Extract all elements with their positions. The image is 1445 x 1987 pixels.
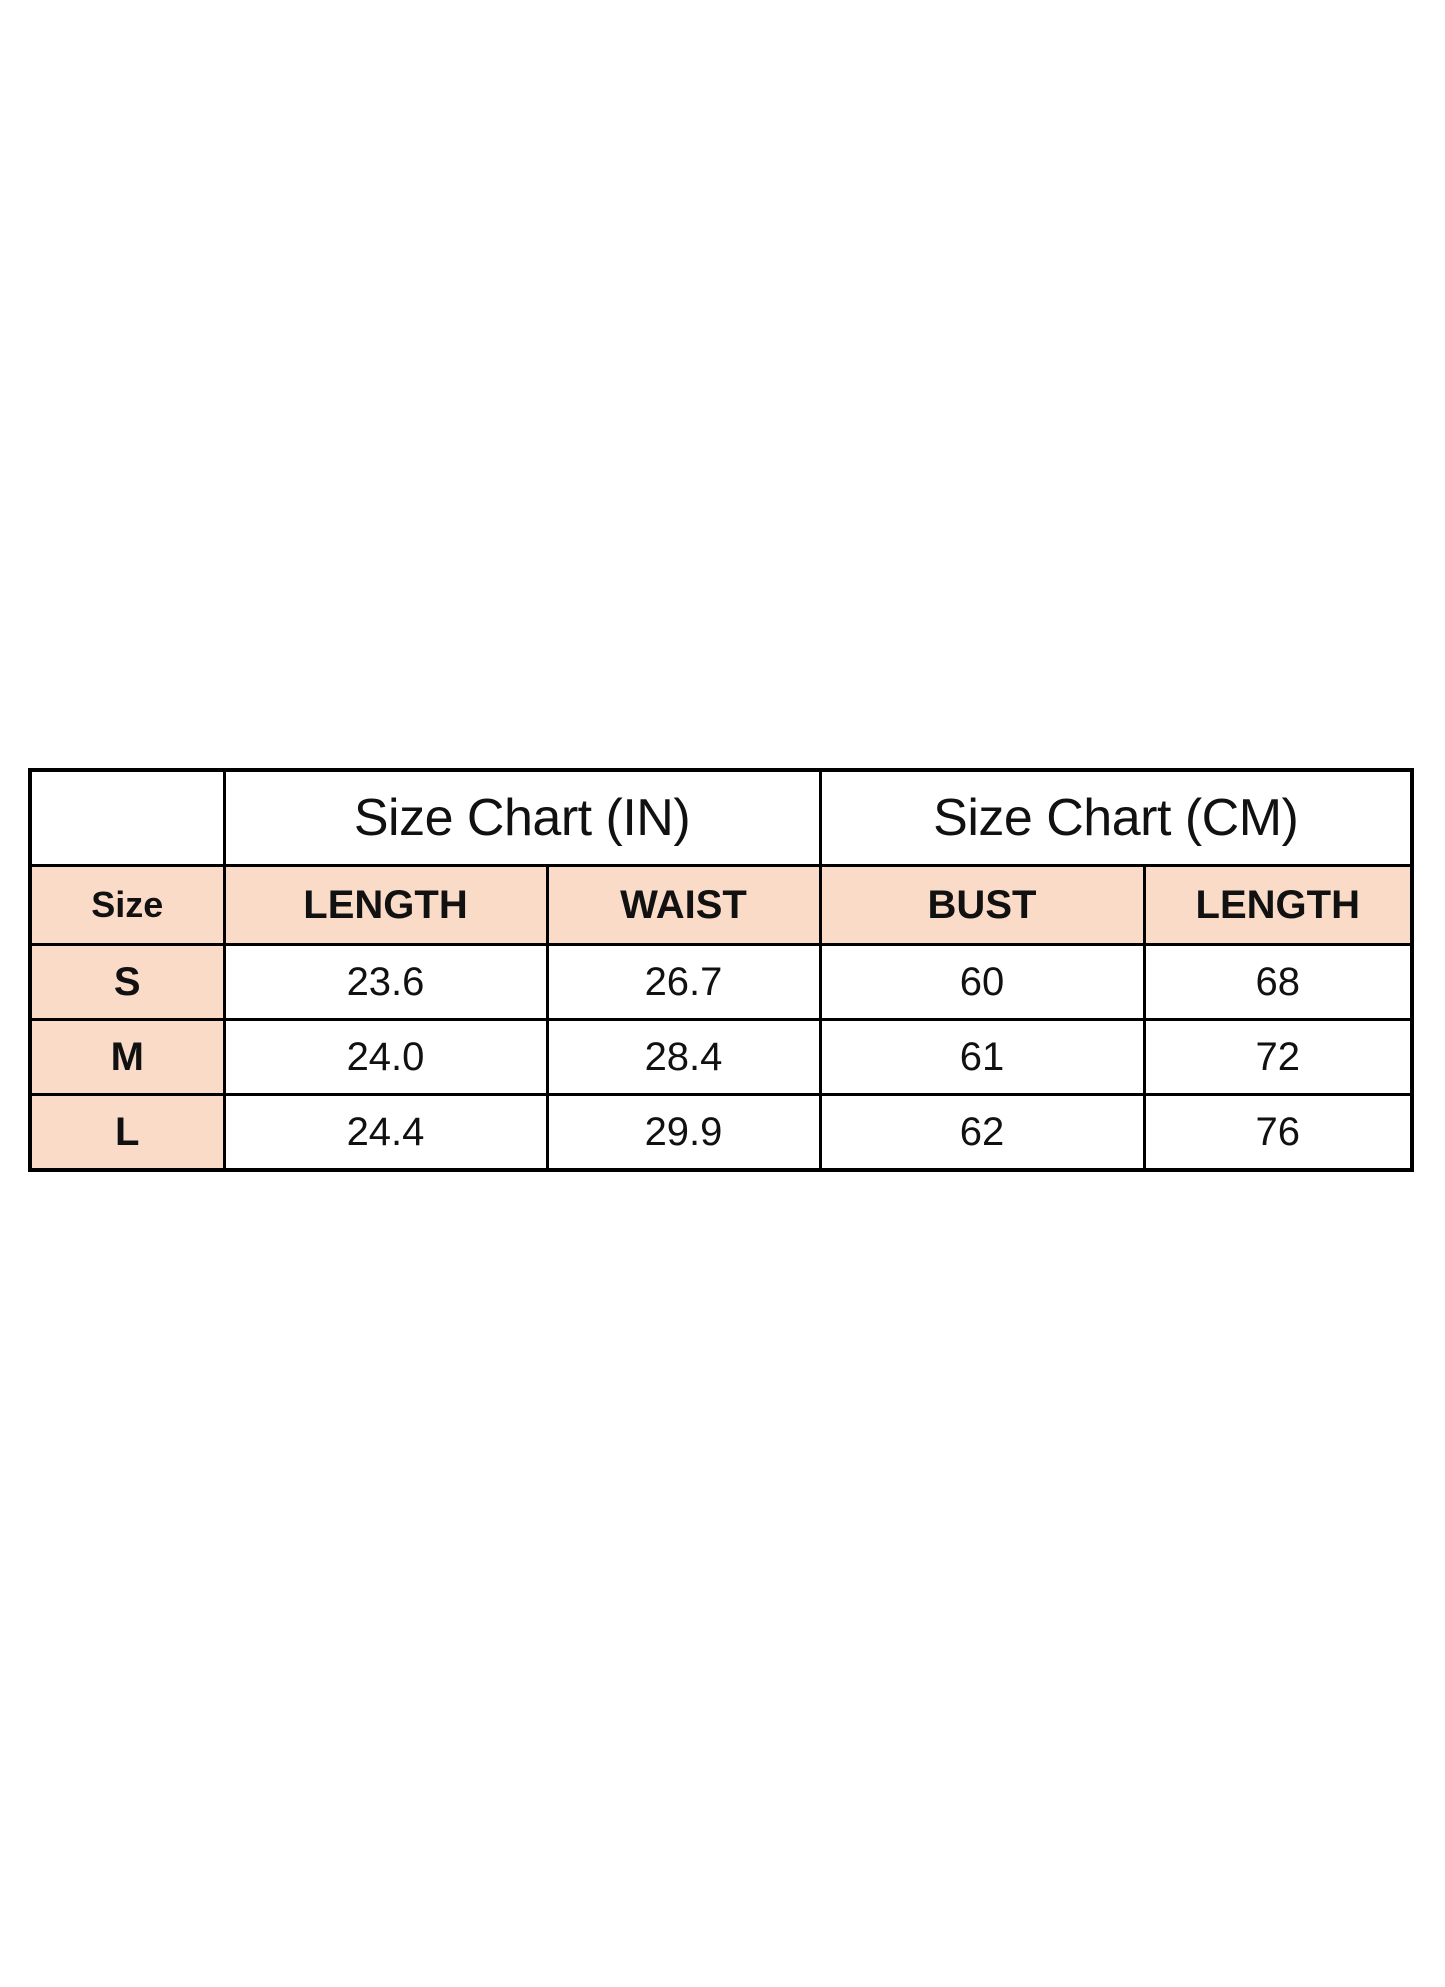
column-header-row: Size LENGTH WAIST BUST LENGTH (28, 864, 1414, 946)
table-row: M 24.0 28.4 61 72 (28, 1018, 1414, 1096)
cell-size: L (28, 1093, 226, 1172)
corner-blank-cell (28, 768, 226, 867)
cell-waist-in: 29.9 (545, 1093, 822, 1172)
column-header-length-in: LENGTH (222, 864, 549, 946)
size-chart-table: Size Chart (IN) Size Chart (CM) Size LEN… (28, 768, 1414, 1172)
column-header-waist-in: WAIST (545, 864, 822, 946)
cell-length-in: 24.0 (222, 1018, 549, 1096)
cell-bust-cm: 61 (818, 1018, 1146, 1096)
cell-size: S (28, 943, 226, 1021)
column-header-length-cm: LENGTH (1142, 864, 1414, 946)
group-header-centimeters: Size Chart (CM) (818, 768, 1414, 867)
cell-bust-cm: 60 (818, 943, 1146, 1021)
table-row: S 23.6 26.7 60 68 (28, 943, 1414, 1021)
column-header-bust-cm: BUST (818, 864, 1146, 946)
cell-waist-in: 28.4 (545, 1018, 822, 1096)
group-header-inches: Size Chart (IN) (222, 768, 822, 867)
table-row: L 24.4 29.9 62 76 (28, 1093, 1414, 1172)
cell-length-cm: 72 (1142, 1018, 1414, 1096)
cell-waist-in: 26.7 (545, 943, 822, 1021)
cell-length-in: 23.6 (222, 943, 549, 1021)
size-chart-container: Size Chart (IN) Size Chart (CM) Size LEN… (28, 768, 1414, 1172)
cell-size: M (28, 1018, 226, 1096)
cell-length-cm: 68 (1142, 943, 1414, 1021)
cell-length-in: 24.4 (222, 1093, 549, 1172)
cell-bust-cm: 62 (818, 1093, 1146, 1172)
column-header-size: Size (28, 864, 226, 946)
cell-length-cm: 76 (1142, 1093, 1414, 1172)
group-header-row: Size Chart (IN) Size Chart (CM) (28, 768, 1414, 867)
